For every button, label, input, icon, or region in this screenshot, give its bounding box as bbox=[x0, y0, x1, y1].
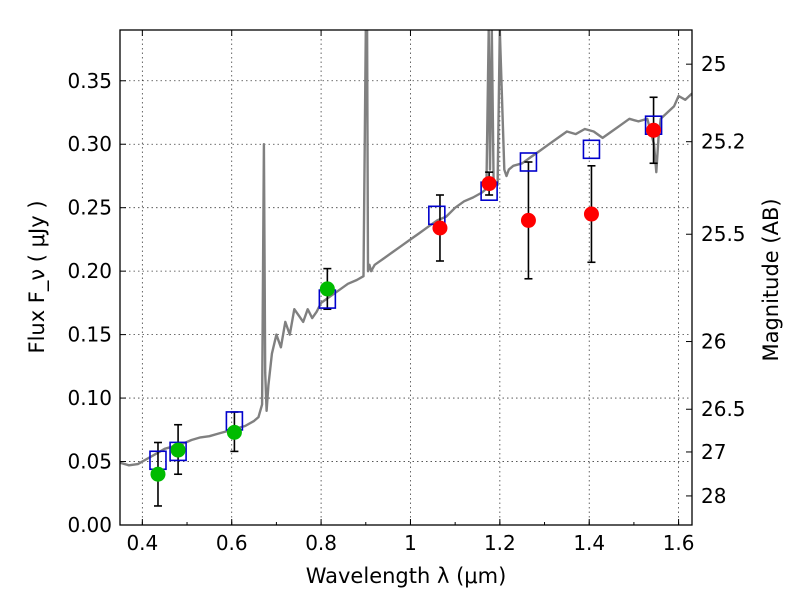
optical-data-point bbox=[150, 466, 166, 482]
y-right-tick-label: 25 bbox=[701, 52, 726, 76]
grid bbox=[120, 30, 692, 526]
x-axis-label: Wavelength λ (μm) bbox=[306, 564, 507, 588]
x-tick-label: 0.4 bbox=[126, 531, 158, 555]
y-tick-label: 0.35 bbox=[67, 69, 112, 93]
nir-data-point bbox=[481, 176, 497, 192]
tick-labels: 0.4 0.6 0.8 1 1.2 1.4 1.6 0.00 0.05 0.10 0.15 0.20 0… bbox=[67, 52, 745, 555]
x-tick-label: 1.4 bbox=[573, 531, 605, 555]
y-right-tick-label: 26 bbox=[701, 330, 726, 354]
x-tick-label: 1.2 bbox=[484, 531, 516, 555]
y-right-tick-label: 25.2 bbox=[701, 130, 746, 154]
nir-data-point bbox=[520, 212, 536, 228]
optical-data-point bbox=[226, 424, 242, 440]
x-tick-label: 1 bbox=[404, 531, 417, 555]
y-right-tick-label: 27 bbox=[701, 440, 726, 464]
y-tick-label: 0.05 bbox=[67, 450, 112, 474]
y-right-tick-label: 28 bbox=[701, 484, 726, 508]
plot-frame bbox=[119, 29, 693, 526]
plot-content bbox=[120, 30, 692, 507]
model-photometry-square bbox=[519, 152, 538, 172]
optical-data-point bbox=[170, 442, 186, 458]
y-tick-label: 0.25 bbox=[67, 196, 112, 220]
model-spectrum-line bbox=[120, 30, 692, 467]
y-tick-label: 0.15 bbox=[67, 323, 112, 347]
y-right-axis-label: Magnitude (AB) bbox=[759, 198, 783, 361]
y-axis-label: Flux F_ν ( μJy ) bbox=[25, 200, 50, 353]
y-tick-label: 0.30 bbox=[67, 132, 112, 156]
model-photometry-square bbox=[582, 139, 601, 160]
x-tick-label: 1.6 bbox=[663, 531, 695, 555]
y-right-tick-label: 25.5 bbox=[701, 222, 746, 246]
y-right-tick-label: 26.5 bbox=[701, 397, 746, 421]
y-tick-label: 0.20 bbox=[67, 259, 112, 283]
x-tick-label: 0.8 bbox=[305, 531, 337, 555]
y-tick-label: 0.00 bbox=[67, 513, 112, 537]
optical-data-point bbox=[319, 281, 335, 297]
x-tick-label: 0.6 bbox=[216, 531, 248, 555]
model-photometry-square bbox=[169, 441, 187, 462]
y-tick-label: 0.10 bbox=[67, 386, 112, 410]
nir-data-point bbox=[583, 206, 599, 222]
nir-data-point bbox=[432, 220, 448, 236]
plot-area bbox=[120, 30, 692, 525]
nir-data-point bbox=[646, 122, 662, 138]
